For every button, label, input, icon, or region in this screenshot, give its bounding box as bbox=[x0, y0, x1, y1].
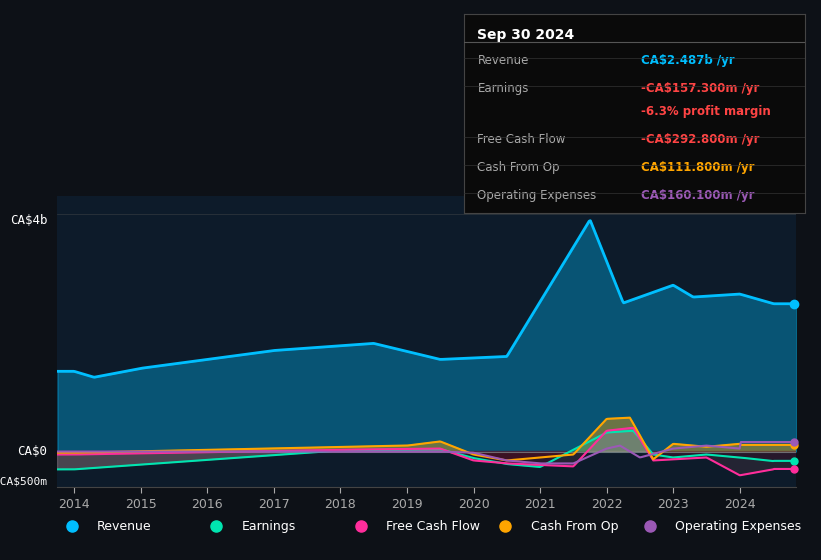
Text: -CA$157.300m /yr: -CA$157.300m /yr bbox=[641, 82, 759, 95]
Text: -CA$500m: -CA$500m bbox=[0, 476, 48, 486]
Text: Earnings: Earnings bbox=[478, 82, 529, 95]
Text: CA$160.100m /yr: CA$160.100m /yr bbox=[641, 189, 754, 202]
Text: Free Cash Flow: Free Cash Flow bbox=[478, 133, 566, 146]
Text: Cash From Op: Cash From Op bbox=[478, 161, 560, 174]
Text: Earnings: Earnings bbox=[241, 520, 296, 533]
Text: CA$4b: CA$4b bbox=[10, 214, 48, 227]
Text: Revenue: Revenue bbox=[97, 520, 152, 533]
Text: Operating Expenses: Operating Expenses bbox=[478, 189, 597, 202]
Text: Free Cash Flow: Free Cash Flow bbox=[386, 520, 480, 533]
Text: -6.3% profit margin: -6.3% profit margin bbox=[641, 105, 771, 119]
Text: CA$0: CA$0 bbox=[17, 445, 48, 458]
Text: Operating Expenses: Operating Expenses bbox=[675, 520, 801, 533]
Text: Revenue: Revenue bbox=[478, 54, 529, 67]
Text: -CA$292.800m /yr: -CA$292.800m /yr bbox=[641, 133, 759, 146]
Text: Sep 30 2024: Sep 30 2024 bbox=[478, 28, 575, 42]
Text: CA$111.800m /yr: CA$111.800m /yr bbox=[641, 161, 754, 174]
Text: CA$2.487b /yr: CA$2.487b /yr bbox=[641, 54, 735, 67]
Text: Cash From Op: Cash From Op bbox=[530, 520, 618, 533]
